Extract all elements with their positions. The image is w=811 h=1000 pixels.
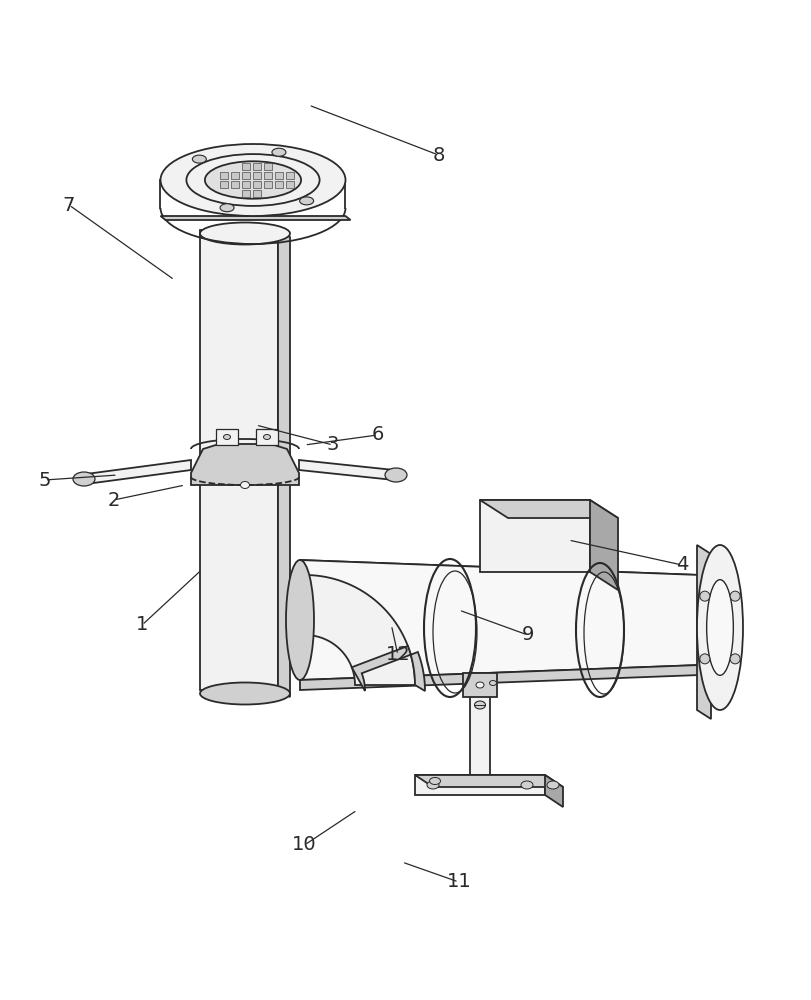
Polygon shape	[479, 500, 590, 572]
Polygon shape	[298, 460, 393, 480]
Polygon shape	[191, 444, 298, 485]
Ellipse shape	[204, 161, 301, 199]
Ellipse shape	[161, 144, 345, 216]
Text: 2: 2	[107, 490, 120, 510]
Polygon shape	[590, 500, 617, 590]
Text: 10: 10	[292, 835, 316, 854]
Polygon shape	[200, 230, 277, 690]
Ellipse shape	[264, 434, 270, 440]
Ellipse shape	[699, 591, 709, 601]
Polygon shape	[161, 216, 350, 220]
Text: 11: 11	[446, 872, 470, 892]
Polygon shape	[255, 429, 277, 445]
Ellipse shape	[475, 682, 483, 688]
Ellipse shape	[427, 781, 439, 789]
Polygon shape	[479, 500, 617, 518]
Ellipse shape	[73, 472, 95, 486]
Polygon shape	[470, 685, 489, 775]
Bar	[264, 163, 272, 170]
Polygon shape	[351, 646, 424, 691]
Text: 7: 7	[62, 196, 75, 215]
Bar	[242, 163, 250, 170]
Text: 5: 5	[38, 471, 51, 489]
Polygon shape	[544, 775, 562, 807]
Bar	[275, 181, 282, 188]
Polygon shape	[86, 460, 191, 484]
Text: 1: 1	[135, 615, 148, 634]
Bar	[275, 172, 282, 179]
Ellipse shape	[429, 778, 440, 784]
Polygon shape	[277, 230, 290, 697]
Ellipse shape	[489, 680, 496, 686]
Polygon shape	[305, 575, 414, 685]
Ellipse shape	[729, 654, 740, 664]
Ellipse shape	[547, 781, 558, 789]
Text: 9: 9	[521, 626, 534, 644]
Polygon shape	[414, 775, 544, 795]
Ellipse shape	[521, 781, 532, 789]
Text: 4: 4	[675, 556, 688, 574]
Bar	[252, 181, 260, 188]
Ellipse shape	[706, 580, 732, 675]
Bar	[230, 181, 238, 188]
Polygon shape	[696, 545, 710, 719]
Ellipse shape	[384, 468, 406, 482]
Bar	[264, 172, 272, 179]
Text: 6: 6	[371, 426, 384, 444]
Ellipse shape	[696, 545, 742, 710]
Ellipse shape	[729, 591, 740, 601]
Text: 3: 3	[326, 436, 339, 454]
Bar	[252, 190, 260, 197]
Ellipse shape	[200, 682, 290, 704]
Ellipse shape	[192, 155, 206, 163]
Ellipse shape	[240, 482, 249, 488]
Polygon shape	[462, 673, 496, 697]
Polygon shape	[216, 429, 238, 445]
Bar	[230, 172, 238, 179]
Bar	[252, 163, 260, 170]
Ellipse shape	[187, 154, 320, 206]
Bar	[242, 172, 250, 179]
Text: 12: 12	[385, 646, 410, 664]
Bar	[285, 172, 294, 179]
Ellipse shape	[200, 223, 290, 244]
Polygon shape	[299, 665, 699, 690]
Polygon shape	[299, 560, 699, 680]
Ellipse shape	[285, 560, 314, 680]
Ellipse shape	[272, 148, 285, 156]
Bar	[242, 181, 250, 188]
Bar	[242, 190, 250, 197]
Bar	[252, 172, 260, 179]
Bar	[264, 181, 272, 188]
Bar	[220, 172, 228, 179]
Ellipse shape	[299, 197, 313, 205]
Ellipse shape	[220, 204, 234, 212]
Polygon shape	[299, 560, 711, 583]
Ellipse shape	[223, 434, 230, 440]
Bar	[220, 181, 228, 188]
Text: 8: 8	[431, 146, 444, 165]
Ellipse shape	[699, 654, 709, 664]
Bar	[285, 181, 294, 188]
Polygon shape	[414, 775, 562, 787]
Ellipse shape	[474, 701, 485, 709]
